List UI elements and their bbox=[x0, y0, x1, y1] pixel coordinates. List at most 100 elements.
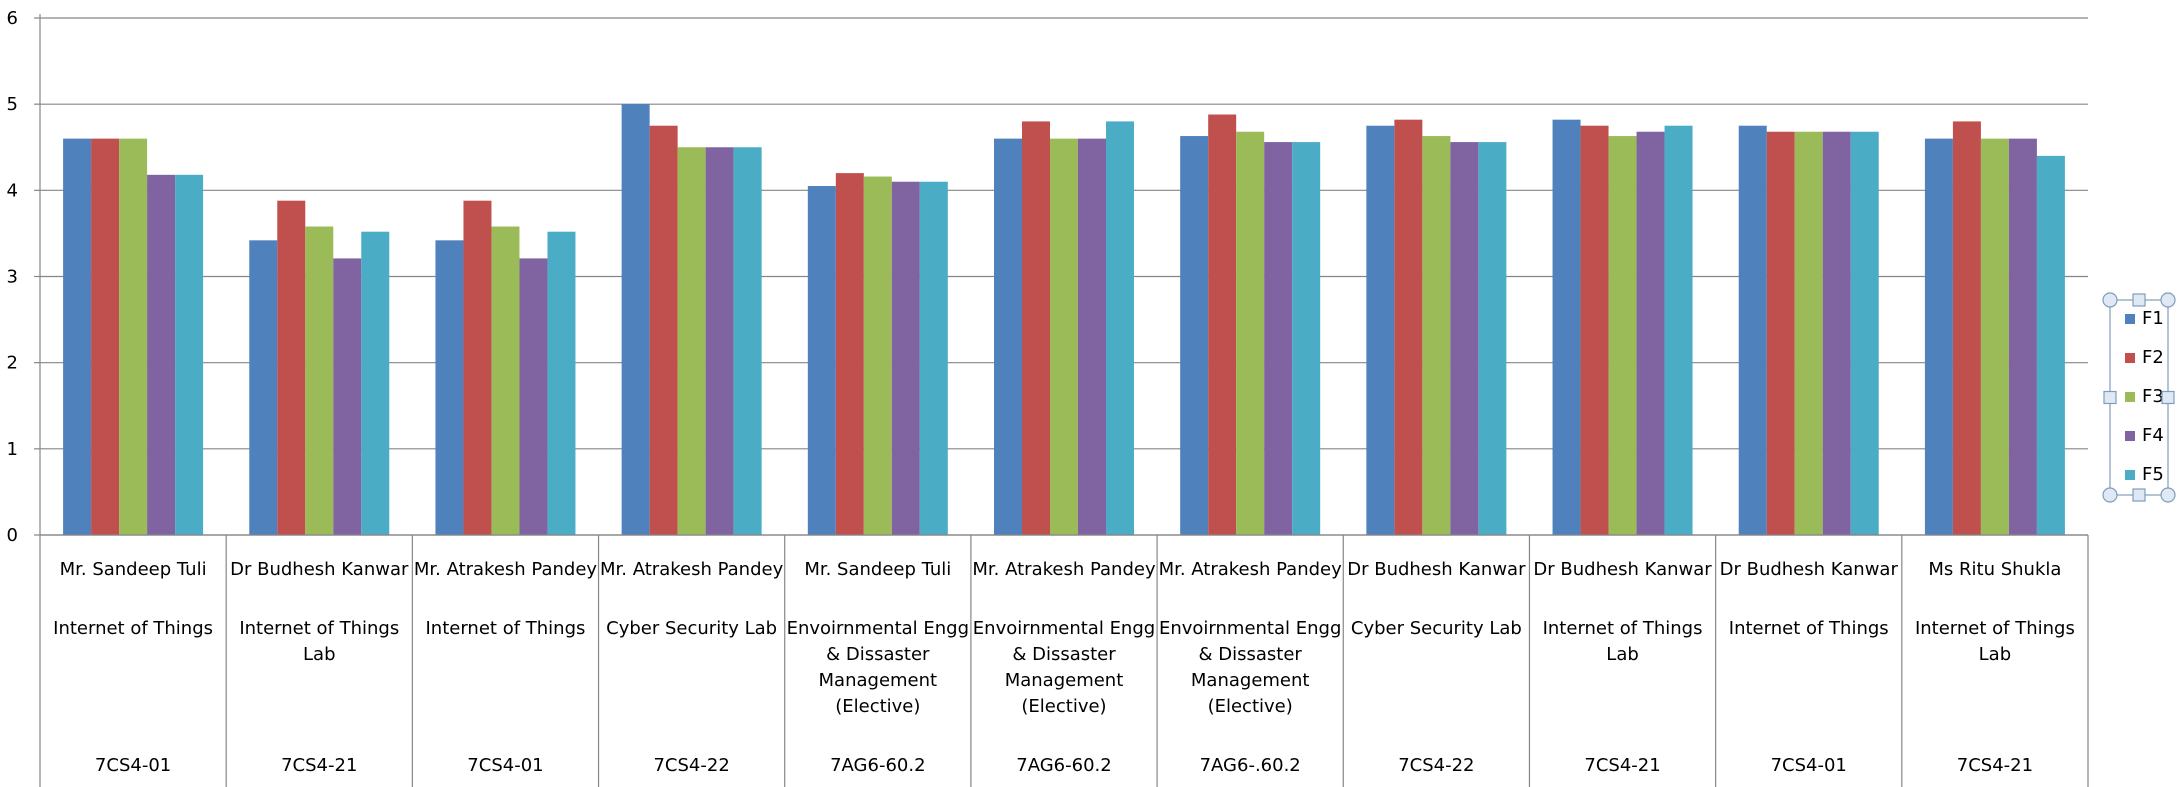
category-subject-label: (Elective) bbox=[1208, 696, 1293, 717]
category-teacher-label: Dr Budhesh Kanwar bbox=[1720, 559, 1899, 580]
legend-label-f5: F5 bbox=[2142, 464, 2164, 485]
legend-swatch-f1 bbox=[2125, 314, 2135, 324]
legend-swatch-f4 bbox=[2125, 431, 2135, 441]
bar-f4-4 bbox=[705, 147, 734, 535]
ytick-label: 0 bbox=[7, 525, 18, 546]
category-code-label: 7CS4-21 bbox=[1584, 755, 1660, 776]
bar-f5-2 bbox=[361, 231, 390, 535]
legend-resize-handle-corner[interactable] bbox=[2160, 292, 2176, 308]
bar-f4-3 bbox=[519, 258, 548, 535]
category-subject-label: (Elective) bbox=[1021, 696, 1106, 717]
bar-f3-3 bbox=[491, 226, 520, 536]
bar-f5-6 bbox=[1106, 121, 1134, 536]
category-code-label: 7AG6-60.2 bbox=[1016, 755, 1111, 776]
bar-f1-9 bbox=[1552, 119, 1581, 535]
bar-f5-5 bbox=[919, 181, 948, 535]
bar-f1-10 bbox=[1738, 125, 1767, 535]
category-subject-label: Internet of Things bbox=[1543, 618, 1703, 639]
legend-resize-handle-side[interactable] bbox=[2103, 390, 2117, 405]
category-code-label: 7CS4-01 bbox=[467, 755, 543, 776]
bar-f2-2 bbox=[277, 200, 306, 535]
bar-f1-7 bbox=[1180, 136, 1209, 535]
bar-f3-4 bbox=[677, 147, 706, 535]
bar-f4-7 bbox=[1264, 142, 1293, 535]
category-subject-label: Management bbox=[1191, 670, 1310, 691]
bar-f3-11 bbox=[1980, 138, 2009, 535]
bar-f3-10 bbox=[1794, 131, 1823, 536]
bar-f4-6 bbox=[1078, 138, 1106, 535]
category-teacher-label: Ms Ritu Shukla bbox=[1928, 559, 2061, 580]
legend-resize-handle-corner[interactable] bbox=[2102, 487, 2118, 503]
category-subject-label: Cyber Security Lab bbox=[1351, 618, 1522, 639]
legend-swatch-f5 bbox=[2125, 470, 2135, 480]
category-subject-label: Internet of Things bbox=[239, 618, 399, 639]
category-teacher-label: Mr. Atrakesh Pandey bbox=[600, 559, 784, 580]
bar-f3-8 bbox=[1422, 136, 1451, 535]
legend-resize-handle-corner[interactable] bbox=[2102, 292, 2118, 308]
bar-f2-5 bbox=[835, 173, 864, 535]
bar-f2-11 bbox=[1952, 121, 1981, 536]
legend-label-f2: F2 bbox=[2142, 347, 2164, 368]
bar-f4-5 bbox=[891, 181, 920, 535]
bar-f2-9 bbox=[1580, 125, 1609, 535]
legend-swatch-f3 bbox=[2125, 392, 2135, 402]
category-code-label: 7CS4-01 bbox=[95, 755, 171, 776]
legend-swatch-f2 bbox=[2125, 353, 2135, 363]
category-code-label: 7AG6-.60.2 bbox=[1200, 755, 1301, 776]
category-subject-label: Management bbox=[819, 670, 938, 691]
bar-f2-8 bbox=[1394, 119, 1423, 535]
bar-f3-2 bbox=[305, 226, 334, 536]
bar-f1-2 bbox=[249, 240, 278, 535]
category-subject-label: Lab bbox=[1606, 644, 1638, 665]
bar-f5-1 bbox=[175, 174, 204, 535]
category-code-label: 7AG6-60.2 bbox=[830, 755, 925, 776]
category-subject-label: Lab bbox=[1979, 644, 2011, 665]
category-teacher-label: Dr Budhesh Kanwar bbox=[1347, 559, 1526, 580]
legend-label-f1: F1 bbox=[2142, 308, 2164, 329]
category-subject-label: Internet of Things bbox=[1729, 618, 1889, 639]
category-teacher-label: Mr. Sandeep Tuli bbox=[60, 559, 207, 580]
bar-f1-5 bbox=[807, 186, 836, 535]
ytick-label: 6 bbox=[7, 8, 18, 29]
category-teacher-label: Mr. Atrakesh Pandey bbox=[1159, 559, 1343, 580]
bar-f4-10 bbox=[1822, 131, 1851, 536]
category-subject-label: Lab bbox=[303, 644, 335, 665]
bar-f1-8 bbox=[1366, 125, 1395, 535]
category-teacher-label: Mr. Atrakesh Pandey bbox=[972, 559, 1156, 580]
category-labels: Mr. Sandeep Tuli Internet of Things 7CS4-0… bbox=[53, 559, 2075, 776]
legend-resize-handle-side[interactable] bbox=[2161, 390, 2175, 405]
category-subject-label: (Elective) bbox=[835, 696, 920, 717]
legend-label-f3: F3 bbox=[2142, 386, 2164, 407]
bar-f5-10 bbox=[1850, 131, 1879, 536]
bar-f5-7 bbox=[1292, 142, 1321, 535]
bar-f3-1 bbox=[119, 138, 148, 535]
bar-f5-8 bbox=[1478, 142, 1507, 535]
category-subject-label: Envoirnmental Engg bbox=[973, 618, 1155, 639]
category-subject-label: Management bbox=[1005, 670, 1124, 691]
bar-f2-6 bbox=[1022, 121, 1050, 536]
category-subject-label: Cyber Security Lab bbox=[606, 618, 777, 639]
legend-resize-handle-side[interactable] bbox=[2132, 488, 2146, 502]
legend-resize-handle-corner[interactable] bbox=[2160, 487, 2176, 503]
category-teacher-label: Mr. Atrakesh Pandey bbox=[414, 559, 598, 580]
bar-f1-1 bbox=[63, 138, 92, 535]
bar-f3-6 bbox=[1050, 138, 1078, 535]
category-subject-label: Internet of Things bbox=[1915, 618, 2075, 639]
bar-f4-9 bbox=[1636, 131, 1665, 536]
category-code-label: 7CS4-01 bbox=[1771, 755, 1847, 776]
bar-f5-11 bbox=[2036, 155, 2065, 535]
ytick-label: 2 bbox=[7, 353, 18, 374]
bar-f3-7 bbox=[1236, 131, 1265, 536]
category-subject-label: & Dissaster bbox=[826, 644, 930, 665]
category-teacher-label: Dr Budhesh Kanwar bbox=[1533, 559, 1712, 580]
bar-f3-5 bbox=[863, 176, 892, 535]
ytick-label: 3 bbox=[7, 267, 18, 288]
ytick-label: 5 bbox=[7, 94, 18, 115]
bar-f5-3 bbox=[547, 231, 576, 535]
legend[interactable]: F1 F2 F3 F4 F5 bbox=[2102, 292, 2176, 503]
category-subject-label: Internet of Things bbox=[53, 618, 213, 639]
bar-f2-1 bbox=[91, 138, 120, 535]
category-teacher-label: Dr Budhesh Kanwar bbox=[230, 559, 409, 580]
legend-resize-handle-side[interactable] bbox=[2132, 293, 2146, 307]
